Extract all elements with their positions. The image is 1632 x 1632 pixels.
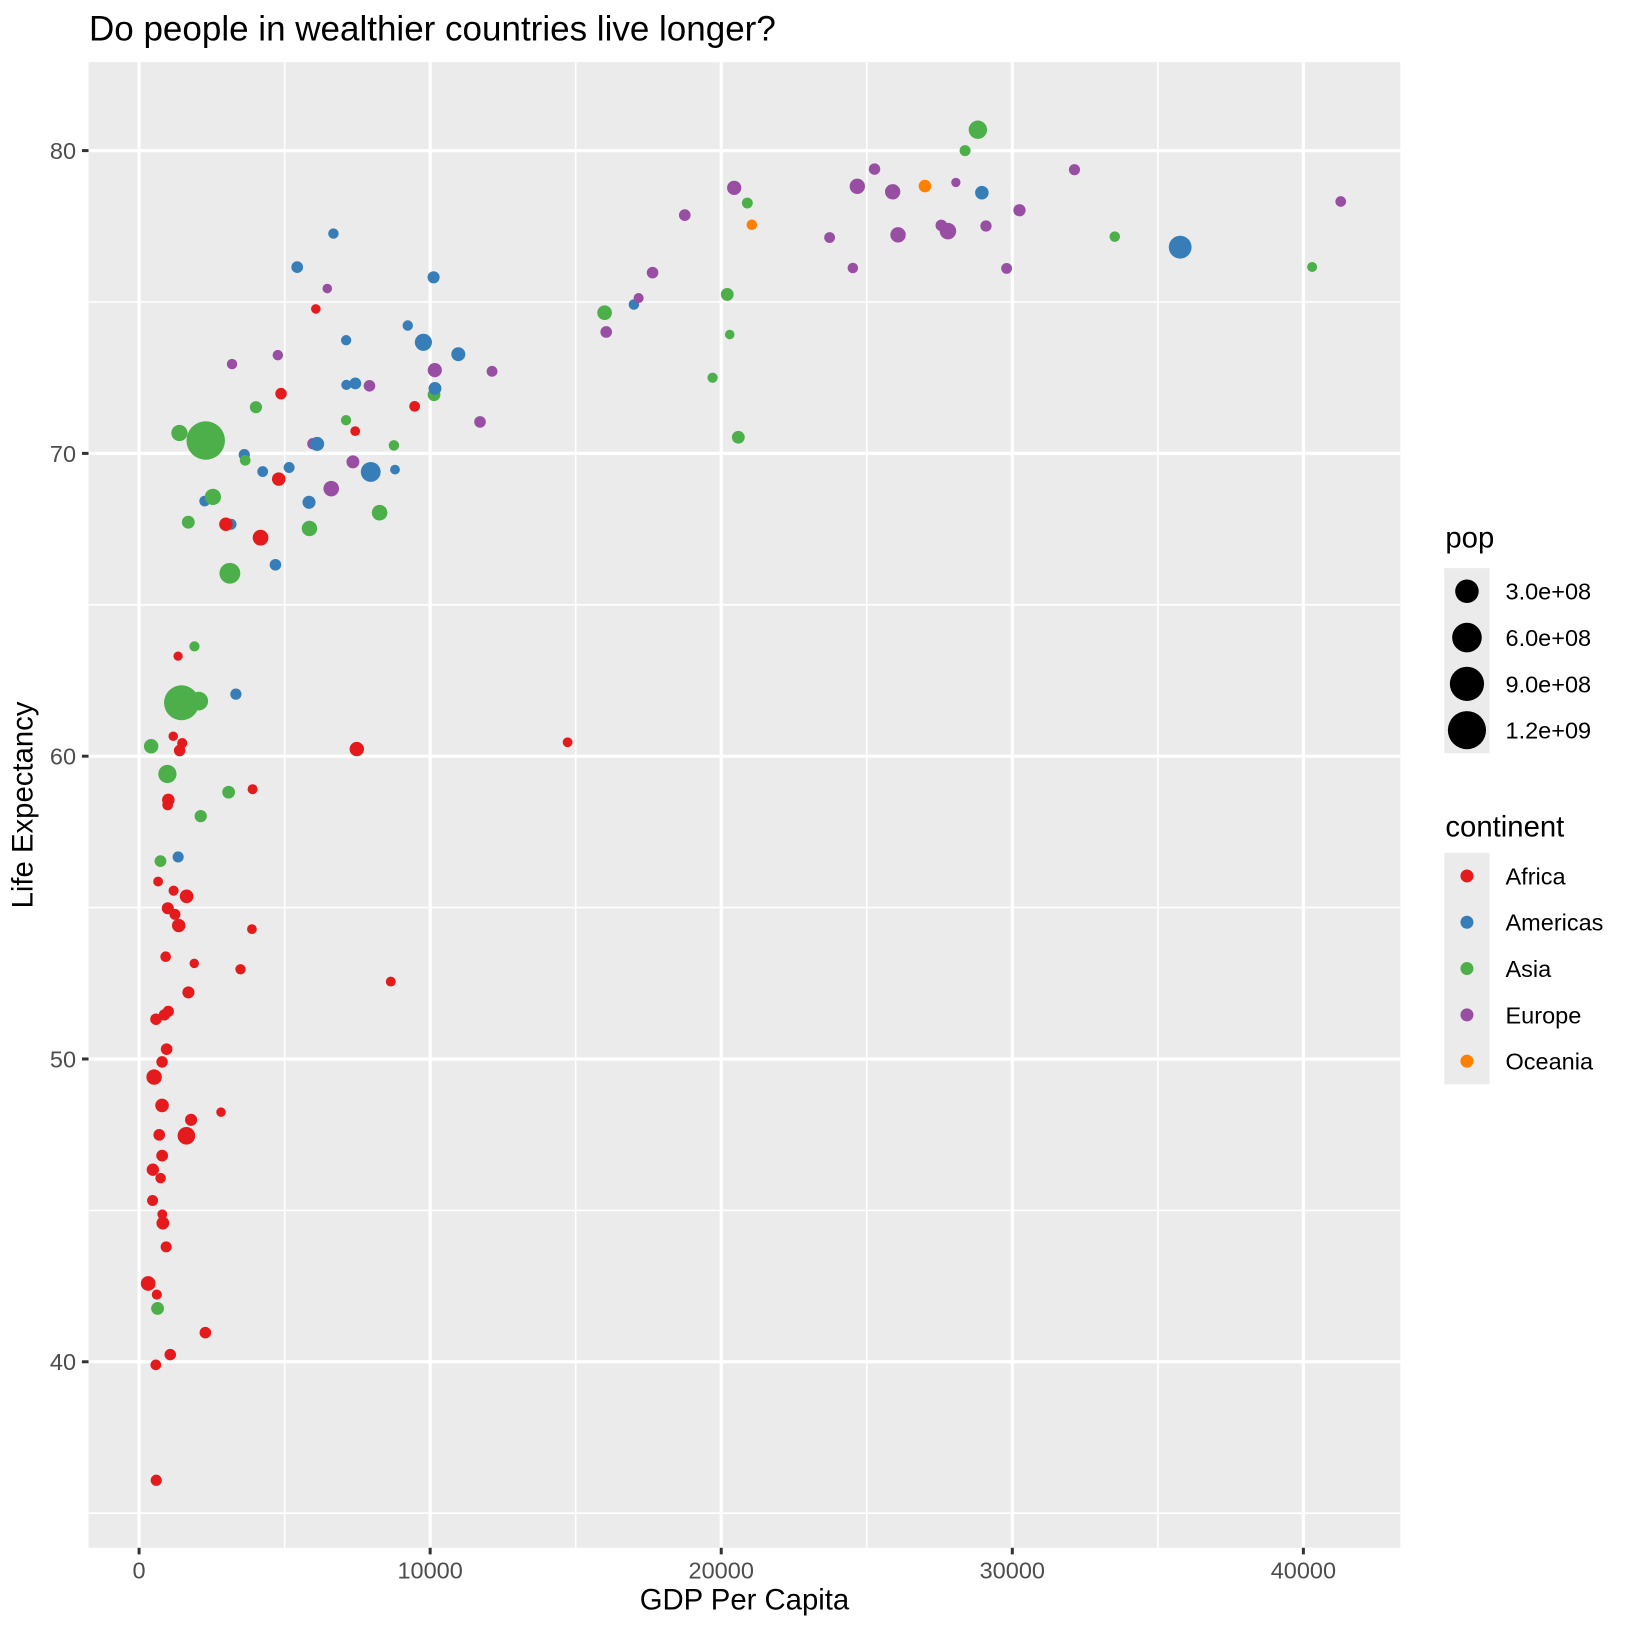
svg-text:Asia: Asia [1506, 956, 1553, 982]
svg-text:10000: 10000 [397, 1557, 462, 1583]
svg-text:6.0e+08: 6.0e+08 [1506, 625, 1592, 651]
svg-text:30000: 30000 [980, 1557, 1045, 1583]
svg-text:continent: continent [1445, 811, 1564, 844]
svg-text:3.0e+08: 3.0e+08 [1506, 579, 1592, 605]
svg-text:40000: 40000 [1271, 1557, 1336, 1583]
svg-text:1.2e+09: 1.2e+09 [1506, 718, 1592, 744]
svg-text:Life Expectancy: Life Expectancy [7, 701, 40, 908]
svg-text:50: 50 [50, 1046, 76, 1072]
svg-text:80: 80 [50, 138, 76, 164]
svg-text:Africa: Africa [1506, 863, 1567, 889]
svg-text:Oceania: Oceania [1506, 1049, 1594, 1075]
svg-text:70: 70 [50, 441, 76, 467]
svg-text:Europe: Europe [1506, 1002, 1582, 1028]
svg-text:20000: 20000 [689, 1557, 754, 1583]
svg-text:pop: pop [1445, 522, 1494, 555]
svg-text:Americas: Americas [1506, 910, 1604, 936]
svg-text:9.0e+08: 9.0e+08 [1506, 671, 1592, 697]
svg-text:GDP Per Capita: GDP Per Capita [640, 1583, 850, 1616]
svg-text:60: 60 [50, 744, 76, 770]
svg-text:0: 0 [133, 1557, 146, 1583]
svg-text:Do people in wealthier countri: Do people in wealthier countries live lo… [89, 10, 776, 49]
svg-text:40: 40 [50, 1349, 76, 1375]
